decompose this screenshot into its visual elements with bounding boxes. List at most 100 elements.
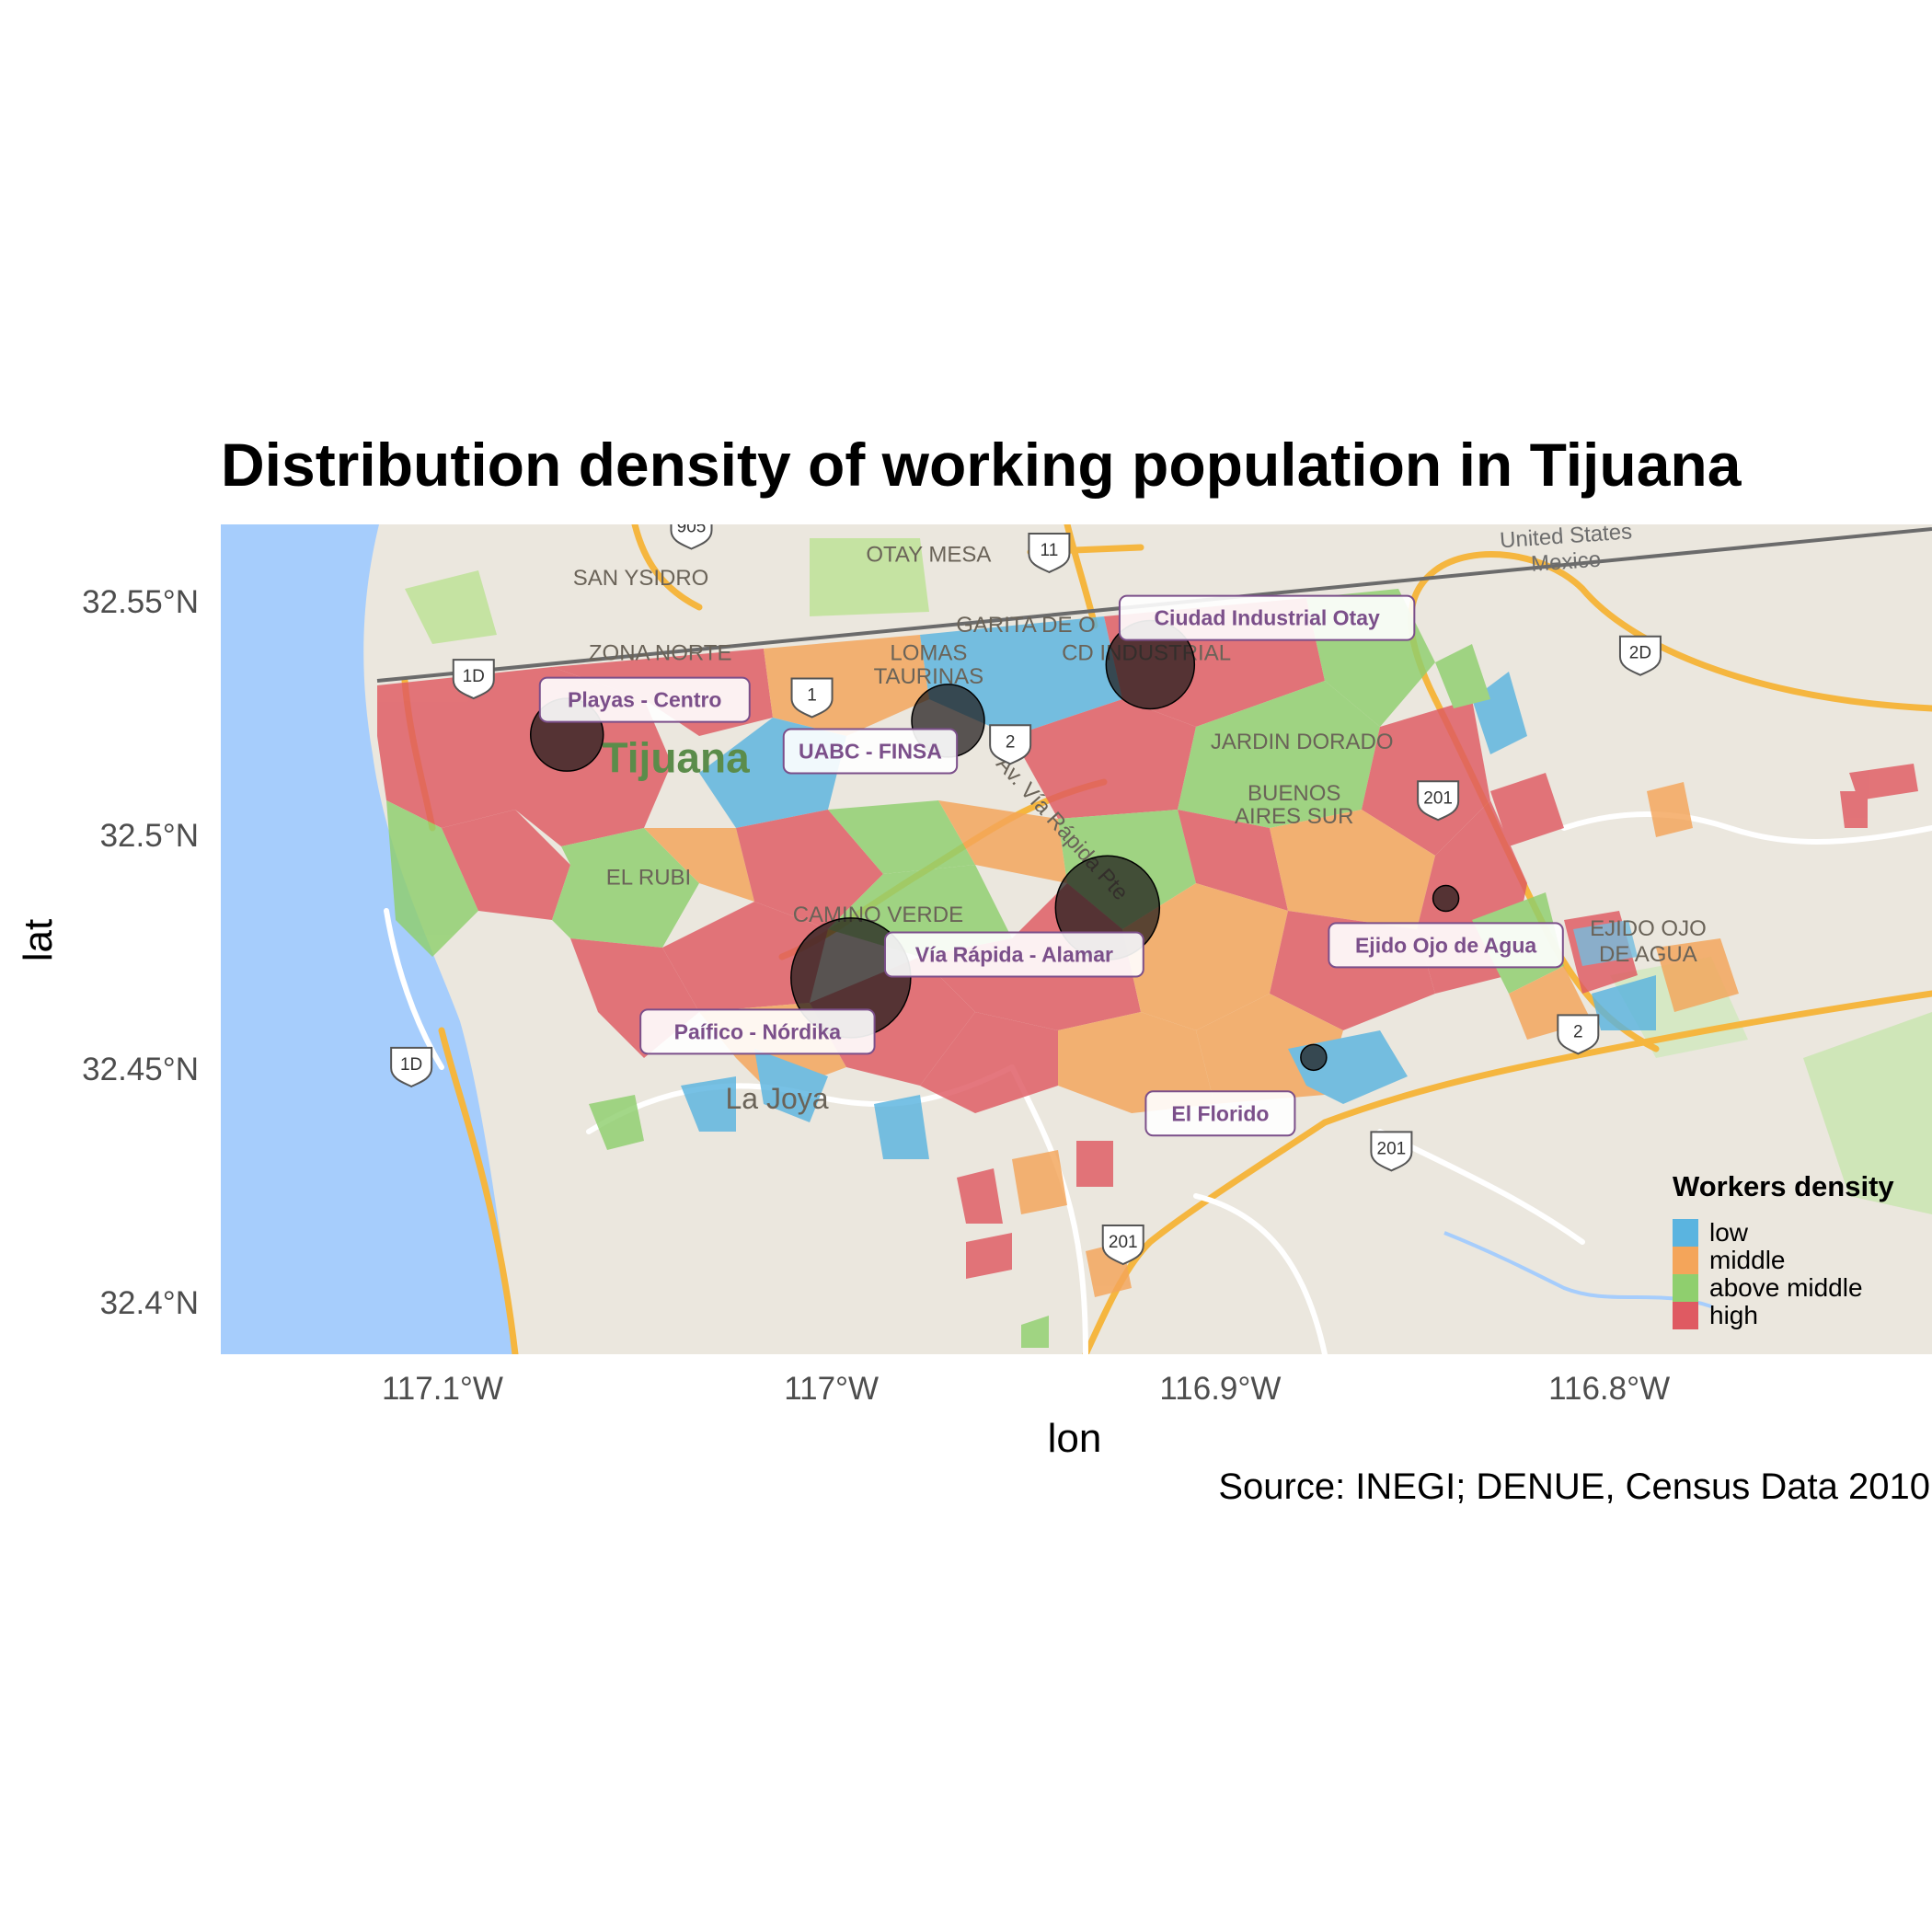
tract-low (1592, 975, 1656, 1030)
x-axis-label: lon (1048, 1416, 1102, 1461)
highway-shield: 2D (1618, 635, 1662, 676)
tract-high (920, 1012, 1058, 1113)
legend-swatch (1673, 1247, 1698, 1274)
ocean-area (221, 524, 515, 1354)
point-label-box (1118, 594, 1416, 641)
tract-high (957, 1168, 1003, 1224)
shield-icon (1370, 1131, 1413, 1172)
tract-middle (938, 800, 1067, 883)
shield-number: 2 (1573, 1022, 1583, 1041)
shield-icon (1557, 1014, 1600, 1055)
shield-number: 2 (1006, 732, 1016, 752)
x-tick-label: 116.9°W (1159, 1371, 1281, 1407)
point-labels: Playas - Centro UABC - FINSA Ciudad Indust… (538, 594, 1564, 1137)
tract-middle (1122, 883, 1288, 1030)
tract-above-middle (828, 800, 975, 874)
highway-shield: 201 (1370, 1131, 1413, 1172)
y-axis: 32.55°N 32.5°N 32.45°N 32.4°N (82, 584, 199, 1321)
shield-icon (1028, 532, 1071, 574)
x-tick-label: 117.1°W (382, 1371, 503, 1407)
map-place-label: AIRES SUR (1235, 804, 1353, 829)
tract-above-middle (552, 828, 699, 948)
point-label-box (782, 728, 959, 775)
y-tick-label: 32.5°N (100, 818, 199, 854)
highway-shield: 2 (1557, 1014, 1600, 1055)
map-place-label: EJIDO OJO (1590, 916, 1707, 941)
tract-high (662, 902, 828, 1012)
caption: Source: INEGI; DENUE, Census Data 2010 (1218, 1466, 1930, 1507)
map-place-label: CAMINO VERDE (793, 903, 963, 927)
shield-icon (452, 659, 495, 700)
tract-above-middle (1435, 644, 1490, 708)
shield-icon (1417, 780, 1460, 822)
shield-icon (670, 524, 713, 550)
y-axis-label: lat (16, 919, 61, 961)
point-label: Paífico - Nórdika (639, 1008, 876, 1055)
highway-shield: 905 (670, 524, 713, 550)
point-label-box (538, 676, 751, 723)
tract-low (754, 1049, 828, 1122)
tract-high (1012, 699, 1196, 819)
point-label-text: UABC - FINSA (799, 739, 942, 763)
point-label-box (1144, 1090, 1296, 1137)
point-label-text: Paífico - Nórdika (674, 1019, 842, 1043)
tract-middle (1012, 1150, 1067, 1214)
density-polygons (377, 589, 1918, 1348)
park-area (810, 538, 929, 616)
highway-shield: 201 (1417, 780, 1460, 822)
map-place-label: DE AGUA (1599, 942, 1697, 967)
highway-shield: 201 (1101, 1225, 1144, 1266)
map-place-label: LOMAS (890, 640, 967, 665)
point-label-box (883, 931, 1144, 978)
map-place-label: BUENOS (1248, 781, 1340, 806)
shield-number: 201 (1109, 1233, 1138, 1252)
tract-high (1362, 699, 1490, 856)
point-label: El Florido (1144, 1090, 1296, 1137)
map-place-label: GARITA DE O (956, 613, 1096, 638)
tract-high (1178, 810, 1288, 911)
point-label: Ciudad Industrial Otay (1118, 594, 1416, 641)
point-marker (1432, 884, 1460, 913)
y-tick-label: 32.4°N (100, 1285, 199, 1321)
map-place-label: Tijuana (602, 733, 750, 781)
legend-swatch (1673, 1219, 1698, 1247)
tract-middle (1270, 810, 1435, 929)
shield-number: 11 (1041, 541, 1059, 560)
shield-icon (1101, 1225, 1144, 1266)
highway-shields: 905 11 1D 1 2 201 2D 1D 2 201 201 (390, 524, 1662, 1266)
legend-swatch (1673, 1274, 1698, 1302)
shield-icon (989, 724, 1032, 765)
shield-number: 1D (400, 1055, 422, 1075)
legend-label: above middle (1709, 1273, 1863, 1302)
point-label-text: Playas - Centro (568, 688, 721, 712)
highway-shield: 1D (452, 659, 495, 700)
point-label-text: Vía Rápida - Alamar (915, 943, 1113, 967)
tract-high (442, 810, 570, 920)
x-axis: 117.1°W 117°W 116.9°W 116.8°W (382, 1371, 1670, 1407)
point-label-text: Ciudad Industrial Otay (1154, 606, 1380, 630)
point-label: Playas - Centro (538, 676, 751, 723)
map-place-label: TAURINAS (874, 664, 984, 689)
shield-number: 201 (1377, 1139, 1407, 1158)
tract-middle (1647, 782, 1693, 837)
tract-high (736, 810, 883, 929)
map-place-label: OTAY MESA (866, 543, 991, 568)
map-place-label: SAN YSIDRO (573, 566, 709, 591)
tract-high (1490, 773, 1564, 846)
river-line (1443, 1231, 1712, 1308)
point-label: UABC - FINSA (782, 728, 959, 775)
legend-swatch (1673, 1302, 1698, 1329)
map-place-label: ZONA NORTE (589, 640, 732, 665)
shield-number: 201 (1423, 788, 1453, 808)
highway-shield: 11 (1028, 532, 1071, 574)
tract-middle (1058, 1012, 1214, 1113)
shield-icon (1618, 635, 1662, 676)
map-place-label: EL RUBI (606, 865, 691, 890)
chart-title: Distribution density of working populati… (221, 431, 1742, 499)
highway-shield: 2 (989, 724, 1032, 765)
x-tick-label: 116.8°W (1548, 1371, 1670, 1407)
tract-low (681, 1076, 736, 1132)
legend-title: Workers density (1673, 1170, 1894, 1202)
